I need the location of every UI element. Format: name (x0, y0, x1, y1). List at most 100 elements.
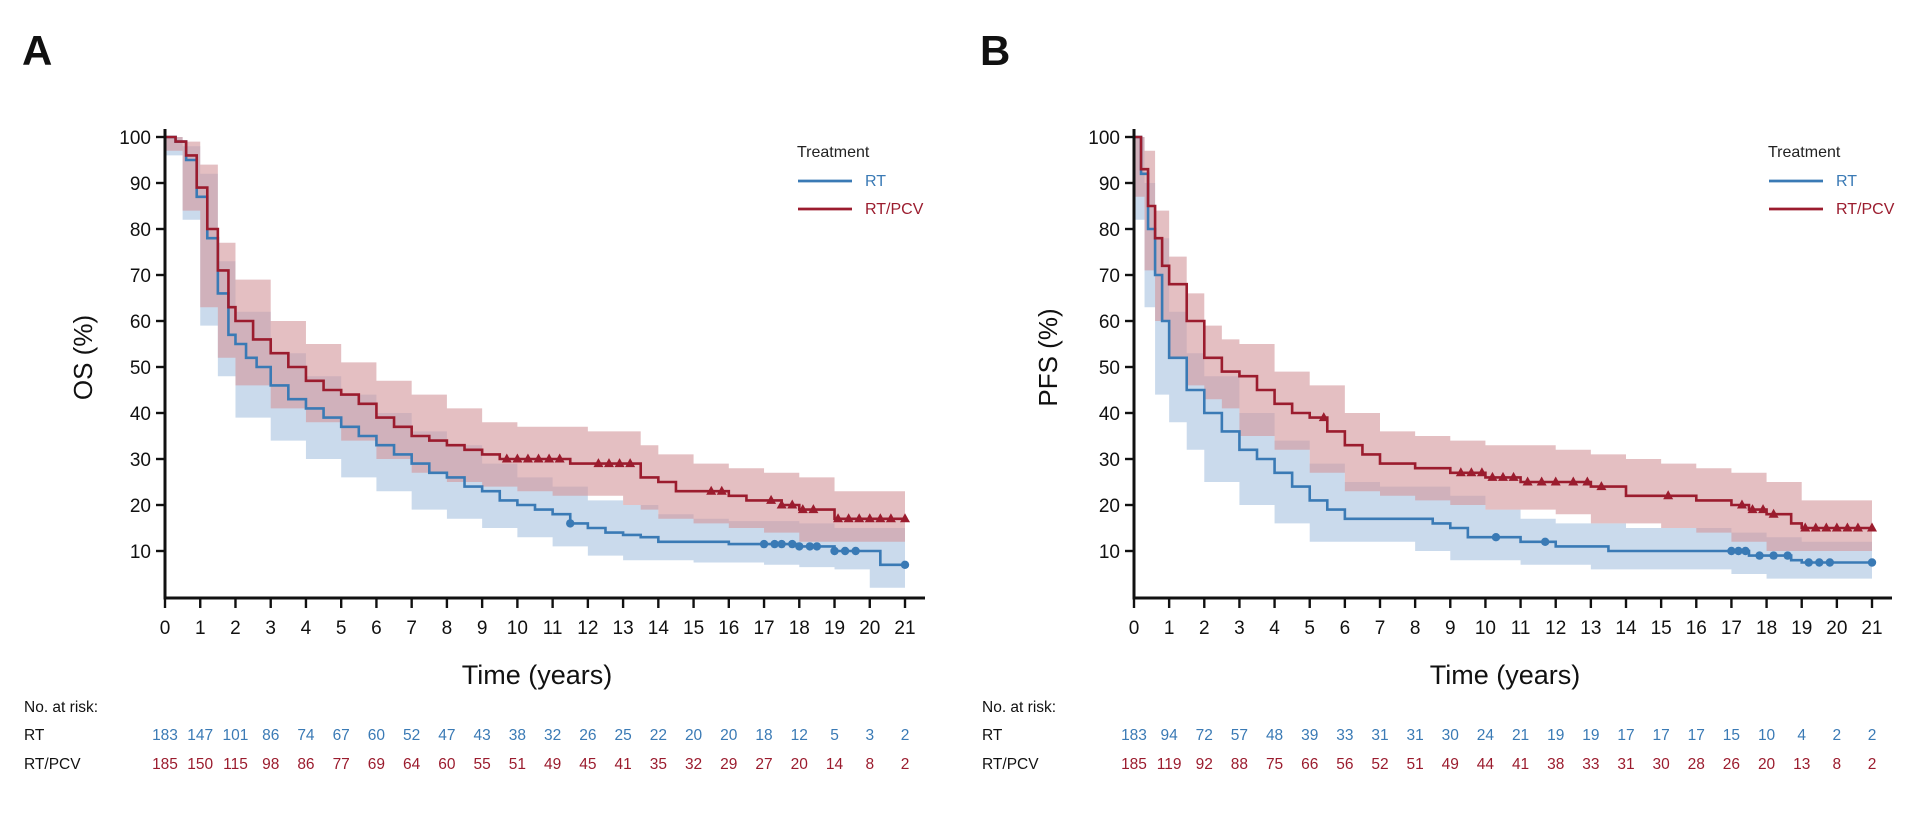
at-risk-value: 49 (544, 756, 561, 773)
censor-mark-rtpcv (864, 513, 875, 523)
at-risk-title: No. at risk: (982, 699, 1056, 716)
y-tick-label: 40 (130, 404, 151, 425)
x-tick-label: 19 (1791, 618, 1812, 639)
y-tick-label: 90 (130, 174, 151, 195)
x-tick-label: 7 (1375, 618, 1386, 639)
legend-title: Treatment (797, 144, 870, 161)
x-tick-label: 8 (442, 618, 453, 639)
censor-mark-rtpcv (1582, 476, 1593, 486)
x-tick-label: 16 (1686, 618, 1707, 639)
y-tick-label: 80 (130, 220, 151, 241)
x-tick-label: 17 (1721, 618, 1742, 639)
at-risk-value: 185 (1121, 756, 1147, 773)
at-risk-value: 20 (791, 756, 809, 773)
at-risk-value: 21 (1512, 727, 1529, 744)
at-risk-value: 8 (1833, 756, 1842, 773)
at-risk-value: 28 (1688, 756, 1705, 773)
at-risk-value: 147 (187, 727, 213, 744)
censor-mark-rtpcv (1758, 504, 1769, 514)
censor-mark-rt (812, 542, 822, 551)
at-risk-value: 29 (720, 756, 737, 773)
censor-mark-rt (770, 539, 779, 549)
at-risk-value: 18 (755, 727, 772, 744)
censor-mark-rtpcv (875, 513, 886, 523)
censor-mark-rtpcv (776, 499, 787, 509)
censor-mark-rt (1825, 558, 1835, 567)
at-risk-value: 86 (262, 727, 279, 744)
at-risk-table: No. at risk:RT 183 94 72 57 48 39 33 31 31 30 24 21 1… (982, 699, 1876, 773)
censor-mark-rtpcv (1466, 467, 1477, 477)
at-risk-value: 2 (1868, 727, 1877, 744)
censor-mark-rtpcv (1821, 522, 1832, 532)
x-tick-label: 20 (1826, 618, 1847, 639)
y-tick-label: 80 (1099, 220, 1120, 241)
censor-mark-rt (900, 560, 910, 569)
x-tick-label: 20 (859, 618, 880, 639)
x-tick-label: 15 (683, 618, 704, 639)
at-risk-value: 56 (1336, 756, 1353, 773)
at-risk-value: 39 (1301, 727, 1318, 744)
at-risk-value: 2 (1868, 756, 1877, 773)
censor-mark-rtpcv (843, 513, 854, 523)
km-line-rtpcv (165, 135, 905, 521)
censor-mark-rtpcv (1596, 481, 1607, 491)
at-risk-value: 2 (901, 727, 910, 744)
ci-band-rtpcv (165, 137, 905, 542)
at-risk-value: 5 (830, 727, 839, 744)
at-risk-value: 31 (1617, 756, 1634, 773)
km-line-rtpcv (1134, 135, 1872, 530)
x-tick-label: 4 (301, 618, 312, 639)
at-risk-value: 51 (509, 756, 526, 773)
x-tick-label: 5 (1304, 618, 1315, 639)
at-risk-row-label: RT (982, 727, 1003, 744)
censor-mark-rtpcv (1768, 508, 1779, 518)
censor-mark-rtpcv (716, 485, 727, 495)
at-risk-value: 51 (1407, 756, 1424, 773)
censor-mark-rt (1540, 537, 1550, 546)
at-risk-value: 150 (187, 756, 213, 773)
km-line-rt (1134, 135, 1872, 564)
censor-mark-rt (1491, 533, 1501, 542)
at-risk-value: 38 (509, 727, 526, 744)
x-tick-label: 3 (265, 618, 276, 639)
at-risk-value: 3 (865, 727, 874, 744)
censor-mark-rt (1815, 558, 1824, 567)
censor-mark-rtpcv (797, 504, 808, 514)
at-risk-row-label: RT/PCV (982, 756, 1039, 773)
censor-mark-rt (1755, 551, 1764, 560)
censor-mark-rtpcv (833, 513, 844, 523)
at-risk-value: 33 (1336, 727, 1353, 744)
x-tick-label: 17 (753, 618, 774, 639)
x-tick-label: 13 (613, 618, 634, 639)
at-risk-row-label: RT/PCV (24, 756, 81, 773)
x-tick-label: 21 (1861, 618, 1882, 639)
at-risk-value: 43 (474, 727, 491, 744)
censor-mark-rt (840, 546, 850, 556)
at-risk-table: No. at risk:RT 183 147 101 86 74 67 60 52 47 43 38 3… (24, 699, 909, 773)
at-risk-value: 38 (1547, 756, 1564, 773)
legend-label-rt: RT (1836, 173, 1857, 190)
censor-mark-rtpcv (604, 458, 614, 468)
censor-mark-rtpcv (1852, 522, 1863, 532)
at-risk-value: 57 (1231, 727, 1248, 744)
at-risk-value: 55 (474, 756, 491, 773)
x-tick-label: 1 (1164, 618, 1175, 639)
at-risk-value: 19 (1582, 727, 1599, 744)
at-risk-value: 32 (685, 756, 702, 773)
at-risk-value: 13 (1793, 756, 1810, 773)
censor-mark-rtpcv (1522, 476, 1533, 486)
censor-mark-rtpcv (522, 453, 533, 463)
x-tick-label: 7 (406, 618, 417, 639)
at-risk-title: No. at risk: (24, 699, 98, 716)
censor-mark-rtpcv (1318, 412, 1329, 422)
censor-mark-rt (795, 542, 804, 551)
y-tick-label: 50 (130, 358, 151, 379)
y-tick-label: 60 (130, 312, 151, 333)
x-tick-label: 2 (230, 618, 241, 639)
panel-letter: A (22, 27, 52, 74)
x-tick-label: 15 (1651, 618, 1672, 639)
x-tick-label: 16 (718, 618, 739, 639)
at-risk-value: 12 (791, 727, 808, 744)
